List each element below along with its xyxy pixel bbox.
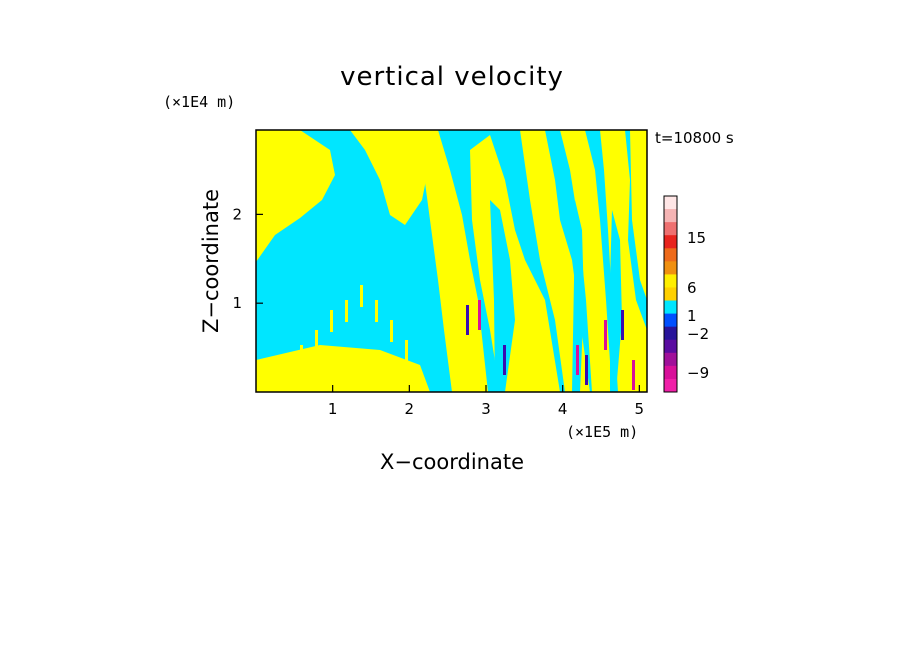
colorbar-swatch xyxy=(664,352,677,367)
colorbar-swatch xyxy=(664,287,677,302)
colorbar-swatch xyxy=(664,222,677,236)
colorbar-swatch xyxy=(664,196,677,210)
positive-region xyxy=(470,135,560,392)
positive-streak xyxy=(285,365,288,387)
strong-core xyxy=(621,310,624,340)
colorbar-label: −9 xyxy=(687,364,709,382)
x-axis-label: X−coordinate xyxy=(380,450,524,474)
y-tick-label: 1 xyxy=(232,294,242,312)
field-contours xyxy=(256,130,647,392)
strong-core xyxy=(632,360,635,390)
positive-streak xyxy=(390,320,393,342)
x-tick-label: 3 xyxy=(481,400,491,418)
y-axis-label: Z−coordinate xyxy=(199,189,223,333)
positive-region xyxy=(630,130,647,300)
positive-region xyxy=(600,130,647,392)
x-tick-label: 5 xyxy=(635,400,645,418)
positive-streak xyxy=(300,345,303,367)
colorbar-swatch xyxy=(664,235,677,249)
colorbar: 15 6 1−2 −9 xyxy=(663,195,709,393)
colorbar-label: 15 xyxy=(687,229,706,247)
colorbar-swatch xyxy=(664,313,677,328)
positive-streak xyxy=(340,355,343,377)
colorbar-swatch xyxy=(664,326,677,341)
colorbar-swatch xyxy=(664,365,677,380)
positive-streak xyxy=(360,285,363,307)
positive-streak xyxy=(375,300,378,322)
colorbar-swatch xyxy=(664,261,677,275)
x-axis: 1 2 3 4 5 xyxy=(328,385,644,418)
x-unit-label: (×1E5 m) xyxy=(566,423,638,441)
x-tick-label: 1 xyxy=(328,400,338,418)
strong-core xyxy=(585,355,588,385)
chart-title: vertical velocity xyxy=(340,62,564,92)
positive-streak xyxy=(400,370,403,392)
strong-core xyxy=(503,345,506,375)
colorbar-swatch xyxy=(664,209,677,223)
colorbar-label: −2 xyxy=(687,325,709,343)
y-tick-label: 2 xyxy=(232,205,242,223)
plot-frame xyxy=(255,129,648,393)
positive-region xyxy=(520,130,590,392)
positive-region xyxy=(560,130,612,392)
colorbar-swatch xyxy=(664,339,677,354)
x-tick-label: 2 xyxy=(405,400,415,418)
colorbar-swatch xyxy=(664,248,677,262)
positive-region xyxy=(350,130,430,225)
colorbar-swatch xyxy=(664,378,677,393)
positive-region xyxy=(420,130,488,392)
time-label: t=10800 s xyxy=(655,129,734,147)
colorbar-frame xyxy=(663,195,678,393)
colorbar-swatch xyxy=(664,300,677,315)
negative-region xyxy=(490,200,515,392)
positive-streak xyxy=(345,300,348,322)
negative-region xyxy=(610,210,622,392)
y-unit-label: (×1E4 m) xyxy=(163,93,235,111)
strong-core xyxy=(576,345,579,375)
positive-streak xyxy=(330,310,333,332)
colorbar-label: 6 xyxy=(687,279,697,297)
x-tick-label: 4 xyxy=(558,400,568,418)
colorbar-label: 1 xyxy=(687,307,697,325)
colorbar-swatch xyxy=(664,274,677,288)
positive-streak xyxy=(405,340,408,362)
positive-streak xyxy=(315,330,318,352)
negative-region xyxy=(572,200,584,392)
strong-core xyxy=(478,300,481,330)
strong-core xyxy=(604,320,607,350)
positive-region xyxy=(256,130,335,262)
strong-core xyxy=(466,305,469,335)
y-axis: 12 xyxy=(232,205,263,312)
plot-area xyxy=(255,129,648,393)
